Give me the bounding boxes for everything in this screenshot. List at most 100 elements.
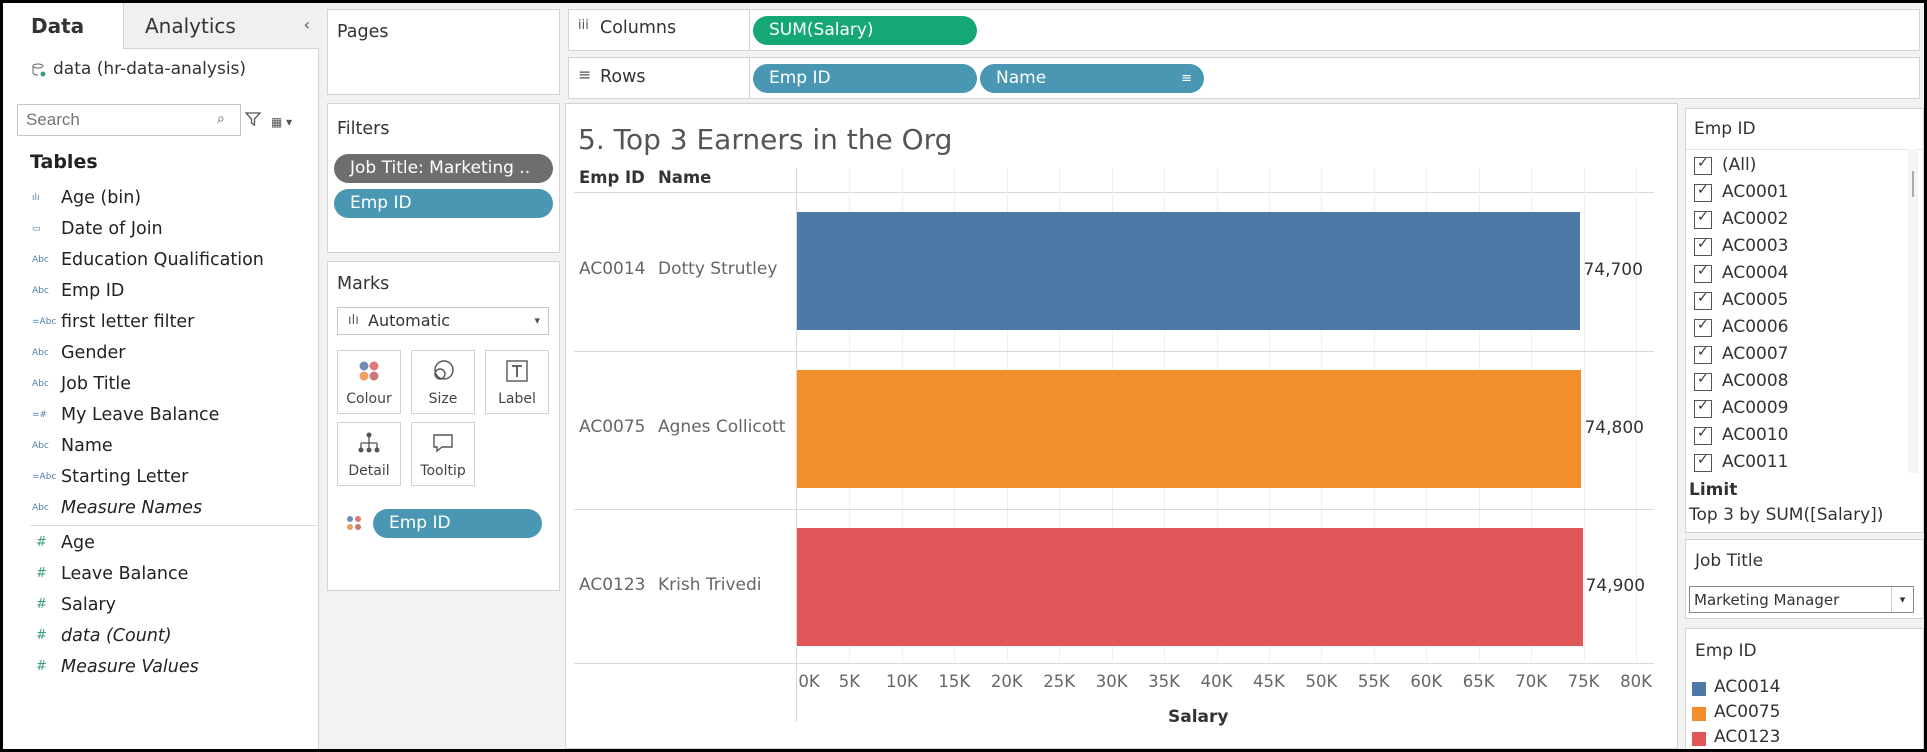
colour-button[interactable]: Colour (337, 350, 401, 414)
row-name[interactable]: Agnes Collicott (658, 417, 786, 437)
columns-shelf[interactable]: iii Columns SUM(Salary) (568, 9, 1920, 51)
field-label: Salary (61, 595, 116, 615)
dimension-field[interactable]: Abc Name (3, 433, 319, 463)
mark-type-dropdown[interactable]: ılı Automatic ▾ (337, 307, 549, 335)
dimension-field[interactable]: Abc Measure Names (3, 495, 319, 525)
salary-bar[interactable] (797, 528, 1583, 646)
row-emp-id[interactable]: AC0123 (579, 575, 646, 595)
detail-icon (338, 431, 400, 457)
calc-abc-icon: =Abc (32, 472, 57, 482)
marks-card: Marks ılı Automatic ▾ Colour Size Label … (327, 261, 560, 591)
field-label: Age (61, 533, 95, 553)
size-button[interactable]: Size (411, 350, 475, 414)
field-label: Measure Values (61, 657, 199, 677)
search-input[interactable] (17, 104, 241, 136)
dimension-field[interactable]: =Abc Starting Letter (3, 464, 319, 494)
job-title-value: Marketing Manager (1694, 591, 1840, 609)
x-tick-label: 75K (1567, 672, 1600, 691)
number-icon: # (36, 597, 47, 612)
x-tick-label: 10K (885, 672, 918, 691)
measure-field[interactable]: # Leave Balance (3, 561, 319, 591)
rows-shelf[interactable]: ≡ Rows Emp ID Name ≡ (568, 57, 1920, 99)
tooltip-button[interactable]: Tooltip (411, 422, 475, 486)
emp-id-filter-card: Emp ID (All) AC0001 AC0002 AC0003 AC0004 AC00… (1685, 108, 1924, 533)
sort-descending-icon[interactable]: ≡ (1181, 71, 1192, 86)
collapse-pane-icon[interactable]: ‹ (303, 15, 310, 34)
label-label: Label (498, 391, 536, 407)
checkbox-checked-icon[interactable] (1694, 371, 1712, 391)
detail-button[interactable]: Detail (337, 422, 401, 486)
field-label: data (Count) (61, 626, 172, 646)
filters-shelf[interactable]: Filters Job Title: Marketing .. Emp ID (327, 103, 560, 253)
tab-data[interactable]: Data (3, 3, 123, 49)
chevron-down-icon[interactable]: ▾ (1891, 587, 1913, 612)
data-pane: Data Analytics ‹ data (hr-data-analysis)… (3, 3, 319, 749)
rows-pill-name[interactable]: Name ≡ (980, 64, 1204, 93)
text-label-icon (486, 359, 548, 385)
scrollbar[interactable] (1908, 149, 1918, 473)
checkbox-checked-icon[interactable] (1694, 182, 1712, 202)
filter-pill-emp-id[interactable]: Emp ID (334, 189, 553, 218)
datasource-name[interactable]: data (hr-data-analysis) (53, 59, 247, 79)
salary-bar[interactable] (797, 370, 1582, 488)
row-emp-id[interactable]: AC0075 (579, 417, 646, 437)
plot-area: 74,700 74,800 74,900 (797, 104, 1657, 749)
abc-icon: Abc (32, 503, 49, 513)
checkbox-checked-icon[interactable] (1694, 209, 1712, 229)
checkbox-label: AC0010 (1722, 425, 1789, 445)
calendar-icon: ▭ (32, 224, 41, 234)
row-emp-id[interactable]: AC0014 (579, 259, 646, 279)
checkbox-checked-icon[interactable] (1694, 344, 1712, 364)
row-name[interactable]: Krish Trivedi (658, 575, 762, 595)
checkbox-checked-icon[interactable] (1694, 425, 1712, 445)
checkbox-checked-icon[interactable] (1694, 236, 1712, 256)
search-icon[interactable]: ⌕ (217, 111, 225, 127)
marks-pill-emp-id[interactable]: Emp ID (373, 509, 542, 538)
measure-field[interactable]: # Salary (3, 592, 319, 622)
checkbox-checked-icon[interactable] (1694, 155, 1712, 175)
scrollbar-thumb[interactable] (1912, 171, 1914, 197)
checkbox-label: AC0002 (1722, 209, 1789, 229)
gridline (1583, 168, 1585, 662)
dimension-field[interactable]: =Abc first letter filter (3, 309, 319, 339)
checkbox-checked-icon[interactable] (1694, 317, 1712, 337)
rows-pill-emp-id[interactable]: Emp ID (753, 64, 977, 93)
legend-title: Emp ID (1695, 641, 1757, 661)
job-title-filter-card: Job Title Marketing Manager ▾ (1685, 539, 1924, 619)
checkbox-label: AC0005 (1722, 290, 1789, 310)
measures-divider (30, 525, 319, 526)
dimension-field[interactable]: ▭ Date of Join (3, 216, 319, 246)
tab-analytics[interactable]: Analytics (123, 3, 319, 49)
salary-bar[interactable] (797, 212, 1581, 330)
filters-label: Filters (337, 119, 390, 139)
x-tick-label: 65K (1462, 672, 1495, 691)
checkbox-checked-icon[interactable] (1694, 452, 1712, 472)
measure-field[interactable]: # data (Count) (3, 623, 319, 653)
filter-icon[interactable] (245, 111, 261, 127)
bin-icon: ılı (32, 193, 40, 203)
filter-pill-job-title[interactable]: Job Title: Marketing .. (334, 154, 553, 183)
dimension-field[interactable]: Abc Gender (3, 340, 319, 370)
measure-field[interactable]: # Measure Values (3, 654, 319, 684)
label-button[interactable]: Label (485, 350, 549, 414)
checkbox-checked-icon[interactable] (1694, 290, 1712, 310)
pages-shelf[interactable]: Pages (327, 9, 560, 95)
axis-rule (574, 663, 1654, 664)
legend-swatch (1692, 732, 1706, 746)
dimension-field[interactable]: =# My Leave Balance (3, 402, 319, 432)
measure-field[interactable]: # Age (3, 530, 319, 560)
row-name[interactable]: Dotty Strutley (658, 259, 778, 279)
columns-icon: iii (578, 18, 589, 33)
view-options-icon[interactable]: ▦ ▾ (271, 115, 293, 129)
dimension-field[interactable]: Abc Job Title (3, 371, 319, 401)
dimension-field[interactable]: ılı Age (bin) (3, 185, 319, 215)
datasource-icon (32, 63, 46, 77)
columns-pill-sum-salary[interactable]: SUM(Salary) (753, 16, 977, 45)
shelf-separator (749, 58, 750, 98)
marks-label: Marks (337, 274, 390, 294)
checkbox-checked-icon[interactable] (1694, 398, 1712, 418)
dimension-field[interactable]: Abc Emp ID (3, 278, 319, 308)
dimension-field[interactable]: Abc Education Qualification (3, 247, 319, 277)
checkbox-checked-icon[interactable] (1694, 263, 1712, 283)
job-title-dropdown[interactable]: Marketing Manager ▾ (1689, 586, 1914, 613)
